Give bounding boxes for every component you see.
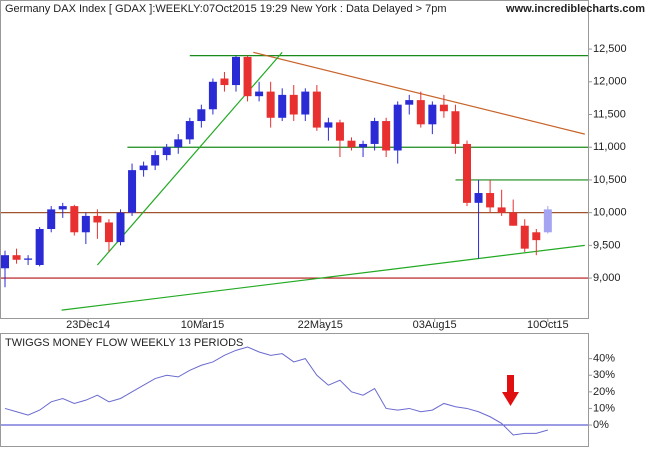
candle-body (393, 104, 402, 151)
candle-body (162, 147, 171, 156)
candle-body (439, 104, 448, 112)
candle-body (301, 91, 310, 115)
candle-body (70, 206, 79, 233)
candle-body (289, 94, 298, 115)
x-tick-label: 03Aug15 (413, 319, 457, 331)
candle-body (185, 121, 194, 140)
candle-body (520, 225, 529, 249)
y-tick-label: 11,000 (593, 141, 626, 153)
candle-body (463, 143, 471, 203)
candle-body (139, 165, 148, 171)
candle-body (197, 109, 206, 122)
trend-line (253, 51, 585, 135)
candle-body (509, 212, 518, 226)
chart-title: Germany DAX Index [ GDAX ]:WEEKLY:07Oct2… (5, 3, 447, 15)
candle-body (359, 143, 368, 148)
candle-body (1, 255, 9, 269)
arrow-shaft (507, 375, 514, 393)
x-tick-label: 23Dec14 (66, 319, 110, 331)
candle-body (255, 91, 264, 97)
arrow-head (502, 392, 519, 406)
y-tick-label: 40% (593, 353, 615, 365)
source: www.incrediblecharts.com (505, 3, 645, 15)
candle-body (497, 207, 506, 213)
candle-body (243, 56, 252, 97)
indicator-panel (0, 333, 589, 447)
main-panel (0, 0, 589, 319)
candle-body (116, 212, 125, 243)
candle-body (151, 155, 160, 166)
candle-body (35, 229, 44, 265)
x-tick-label: 10Mar15 (181, 319, 224, 331)
candle-body (347, 140, 356, 148)
candle-body (220, 78, 229, 86)
candle-body (543, 209, 552, 233)
candle-body (47, 209, 56, 230)
candle-body (474, 193, 483, 203)
y-tick-label: 11,500 (593, 108, 626, 120)
y-tick-label: 9,000 (593, 272, 621, 284)
candle-body (428, 104, 437, 125)
candle-body (416, 100, 425, 125)
y-tick-label: 30% (593, 369, 615, 381)
candle-body (58, 206, 67, 210)
candle-body (12, 255, 21, 260)
y-tick-label: 20% (593, 386, 615, 398)
candle-body (335, 122, 344, 141)
candle-body (370, 121, 379, 144)
candle-body (174, 139, 183, 148)
trend-line (61, 244, 585, 311)
candle-body (104, 222, 113, 243)
y-tick-label: 12,500 (593, 43, 627, 55)
candle-body (266, 91, 275, 118)
y-tick-label: 10,000 (593, 207, 627, 219)
y-tick-label: 0% (593, 419, 609, 431)
arrow (502, 375, 519, 406)
candle-body (382, 121, 391, 151)
candle-body (93, 215, 102, 223)
candle-body (451, 111, 460, 144)
x-tick-label: 22May15 (298, 319, 343, 331)
x-tick-label: 10Oct15 (527, 319, 569, 331)
candle-body (208, 81, 217, 110)
y-tick-label: 9,500 (593, 239, 621, 251)
y-tick-label: 10% (593, 402, 615, 414)
candle-body (312, 91, 321, 128)
candle-body (324, 122, 333, 128)
candle-body (532, 232, 541, 241)
y-tick-label: 12,000 (593, 76, 627, 88)
candle-body (405, 100, 414, 105)
candle-body (486, 193, 495, 208)
money-flow-line (4, 346, 548, 436)
candle-body (278, 94, 287, 118)
candle-body (232, 56, 240, 86)
candle-body (128, 170, 137, 213)
candle-body (24, 258, 33, 260)
candle-body (81, 215, 90, 233)
y-tick-label: 10,500 (593, 174, 627, 186)
indicator-title: TWIGGS MONEY FLOW WEEKLY 13 PERIODS (5, 337, 243, 349)
